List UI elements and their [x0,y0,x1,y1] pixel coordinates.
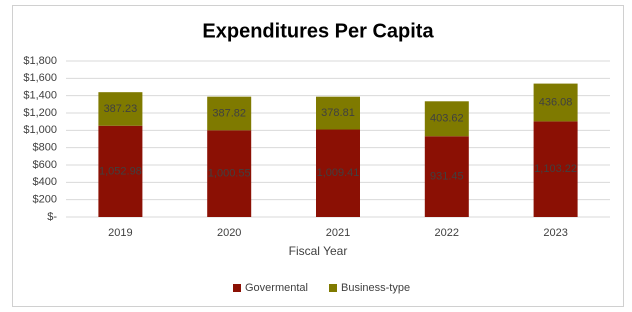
data-label: 436.08 [539,96,573,108]
y-tick-label: $600 [33,159,57,171]
x-tick-label: 2023 [543,227,567,239]
data-label: 1,052.98 [99,165,142,177]
bar-segment [98,92,143,126]
bar-segment [316,96,360,130]
bar-segment [533,121,578,217]
y-tick-label: $1,200 [23,107,57,119]
bar-segment [207,96,252,131]
x-tick-label: 2020 [217,227,241,239]
data-label: 1,000.55 [208,168,251,180]
legend-swatch [329,284,337,292]
x-tick-label: 2021 [326,227,350,239]
data-label: 387.23 [104,103,138,115]
y-tick-label: $1,000 [23,124,57,136]
data-label: 378.81 [321,107,355,119]
bar-segment [316,129,360,217]
data-label: 1,009.41 [317,167,360,179]
x-axis-title: Fiscal Year [289,244,348,258]
y-tick-label: $800 [33,142,57,154]
chart-title: Expenditures Per Capita [202,20,434,42]
data-label: 931.45 [430,171,464,183]
data-label: 1,103.22 [534,163,577,175]
y-tick-label: $400 [33,176,57,188]
legend-label: Business-type [341,282,410,294]
bar-segment [424,101,469,137]
data-label: 403.62 [430,113,464,125]
x-tick-label: 2022 [435,227,459,239]
data-label: 387.82 [212,107,246,119]
bar-segment [424,136,469,217]
y-tick-label: $- [47,211,57,223]
y-tick-label: $1,600 [23,72,57,84]
bar-segment [533,83,578,122]
x-tick-label: 2019 [108,227,132,239]
bar-segment [207,130,252,217]
legend-swatch [233,284,241,292]
y-tick-label: $1,800 [23,55,57,67]
bar-segment [98,125,143,217]
legend-label: Govermental [245,282,308,294]
y-tick-label: $200 [33,194,57,206]
y-tick-label: $1,400 [23,90,57,102]
